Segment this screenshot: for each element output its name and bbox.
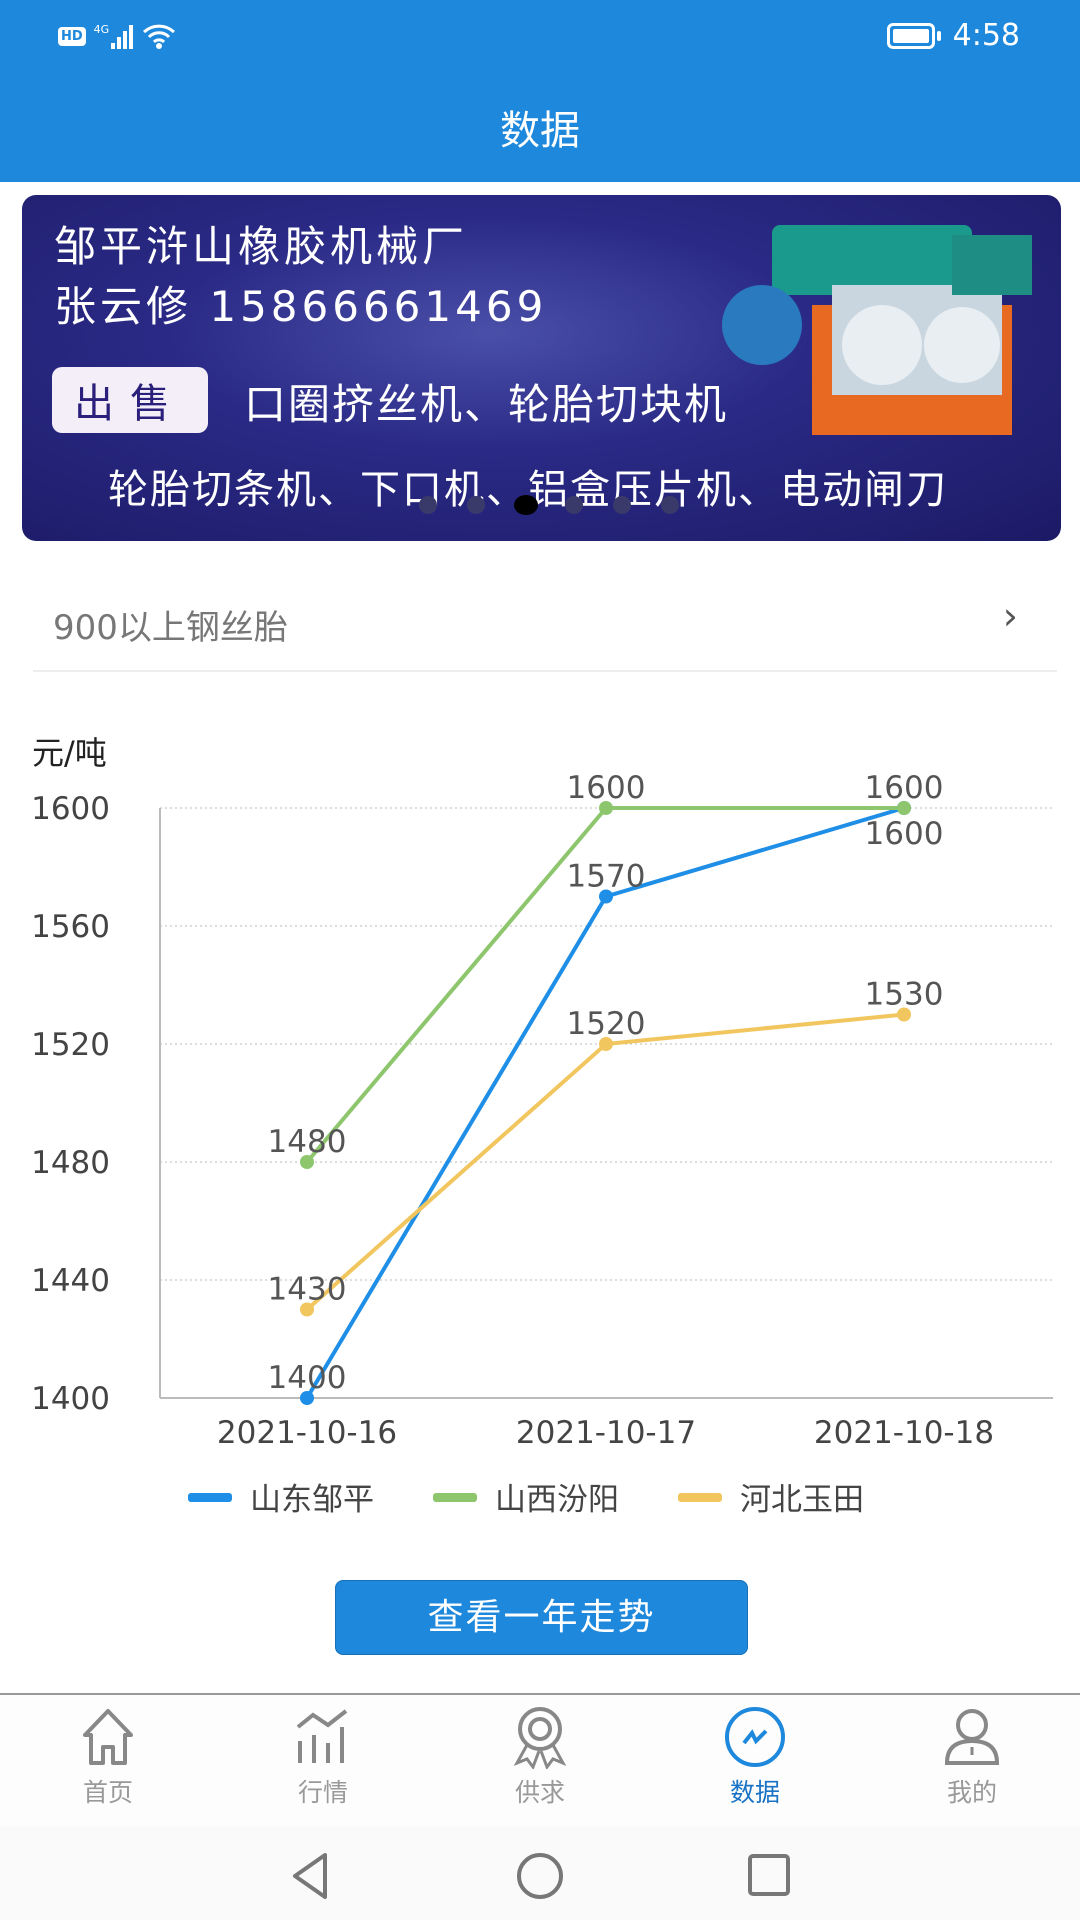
banner-badge: 出售 <box>52 367 208 433</box>
legend-label: 山西汾阳 <box>495 1482 619 1518</box>
x-tick-label: 2021-10-17 <box>516 1415 696 1451</box>
nav-mine[interactable]: 我的 <box>902 1705 1042 1809</box>
banner-contact: 张云修 15866661469 <box>54 282 548 331</box>
carousel-dot[interactable] <box>467 496 485 514</box>
y-tick-label: 1600 <box>31 791 110 827</box>
nav-label: 行情 <box>297 1778 348 1807</box>
app-header: HD 4G 4:58 数据 <box>0 0 1080 182</box>
nav-label: 首页 <box>82 1778 133 1807</box>
carousel-dot[interactable] <box>661 496 679 514</box>
data-point <box>300 1302 314 1317</box>
legend-label: 山东邹平 <box>250 1482 374 1518</box>
y-axis-unit: 元/吨 <box>32 734 107 772</box>
home-icon <box>83 1709 133 1765</box>
status-left: HD 4G <box>58 22 177 50</box>
carousel-dot[interactable] <box>419 496 437 514</box>
category-label: 900以上钢丝胎 <box>53 608 288 648</box>
home-circle-icon[interactable] <box>515 1851 565 1901</box>
hd-icon: HD <box>58 26 86 46</box>
wifi-icon <box>143 24 176 49</box>
battery-icon <box>886 22 941 49</box>
legend-swatch <box>433 1493 477 1502</box>
machine-image <box>722 225 1032 435</box>
x-tick-label: 2021-10-18 <box>814 1415 994 1451</box>
data-label: 1600 <box>865 816 944 852</box>
data-label: 1600 <box>865 770 944 806</box>
data-point <box>897 1007 911 1022</box>
banner-products-1: 口圈挤丝机、轮胎切块机 <box>244 380 729 429</box>
nav-label: 供求 <box>514 1778 565 1807</box>
data-label: 1520 <box>567 1006 646 1042</box>
network-type: 4G <box>93 23 110 36</box>
market-chart-icon <box>296 1709 348 1763</box>
data-point <box>599 801 613 815</box>
back-icon[interactable] <box>285 1851 335 1901</box>
clock: 4:58 <box>952 18 1020 53</box>
carousel-dot[interactable] <box>613 496 631 514</box>
data-label: 1570 <box>567 859 646 895</box>
legend-swatch <box>678 1493 722 1502</box>
divider <box>33 670 1057 672</box>
page-title: 数据 <box>500 108 580 154</box>
data-trend-icon <box>725 1707 785 1767</box>
y-tick-label: 1560 <box>31 909 110 945</box>
y-tick-label: 1440 <box>31 1263 110 1299</box>
nav-label: 数据 <box>729 1778 780 1807</box>
carousel-dot[interactable] <box>565 496 583 514</box>
chevron-right-icon: › <box>1002 594 1018 638</box>
x-tick-label: 2021-10-16 <box>217 1415 397 1451</box>
data-point <box>599 889 613 904</box>
ad-banner[interactable]: 邹平浒山橡胶机械厂 张云修 15866661469 出售 口圈挤丝机、轮胎切块机… <box>22 195 1061 541</box>
data-label: 1530 <box>865 977 944 1013</box>
system-nav-bar <box>0 1826 1080 1920</box>
legend-swatch <box>188 1493 232 1502</box>
view-year-trend-button[interactable]: 查看一年走势 <box>335 1580 748 1655</box>
data-point <box>599 1037 613 1051</box>
y-tick-label: 1480 <box>31 1145 110 1181</box>
nav-home[interactable]: 首页 <box>38 1705 178 1809</box>
y-tick-label: 1400 <box>31 1381 110 1417</box>
data-point <box>300 1391 314 1405</box>
nav-label: 我的 <box>946 1778 997 1807</box>
nav-market[interactable]: 行情 <box>253 1705 393 1809</box>
data-label: 1400 <box>268 1360 347 1396</box>
user-icon <box>944 1709 1000 1765</box>
data-point <box>897 801 911 815</box>
y-tick-label: 1520 <box>31 1027 110 1063</box>
nav-supply[interactable]: 供求 <box>470 1705 610 1809</box>
recents-icon[interactable] <box>745 1851 795 1901</box>
data-label: 1430 <box>268 1272 347 1308</box>
carousel-dot-active[interactable] <box>514 495 538 515</box>
category-selector[interactable]: 900以上钢丝胎 › <box>0 580 1080 670</box>
bottom-nav: 首页 行情 供求 数据 我的 <box>0 1693 1080 1826</box>
data-point <box>300 1155 314 1169</box>
data-label: 1480 <box>268 1124 347 1160</box>
nav-data[interactable]: 数据 <box>685 1705 825 1809</box>
signal-icon: 4G <box>94 23 134 49</box>
data-label: 1600 <box>567 770 646 806</box>
legend-label: 河北玉田 <box>740 1482 864 1518</box>
status-right: 4:58 <box>886 18 1020 53</box>
banner-company: 邹平浒山橡胶机械厂 <box>54 222 469 271</box>
award-ribbon-icon <box>513 1707 567 1769</box>
price-line-chart: 1400 1440 1480 1520 1560 1600 2021-10-16 2021-1… <box>31 770 1053 1518</box>
